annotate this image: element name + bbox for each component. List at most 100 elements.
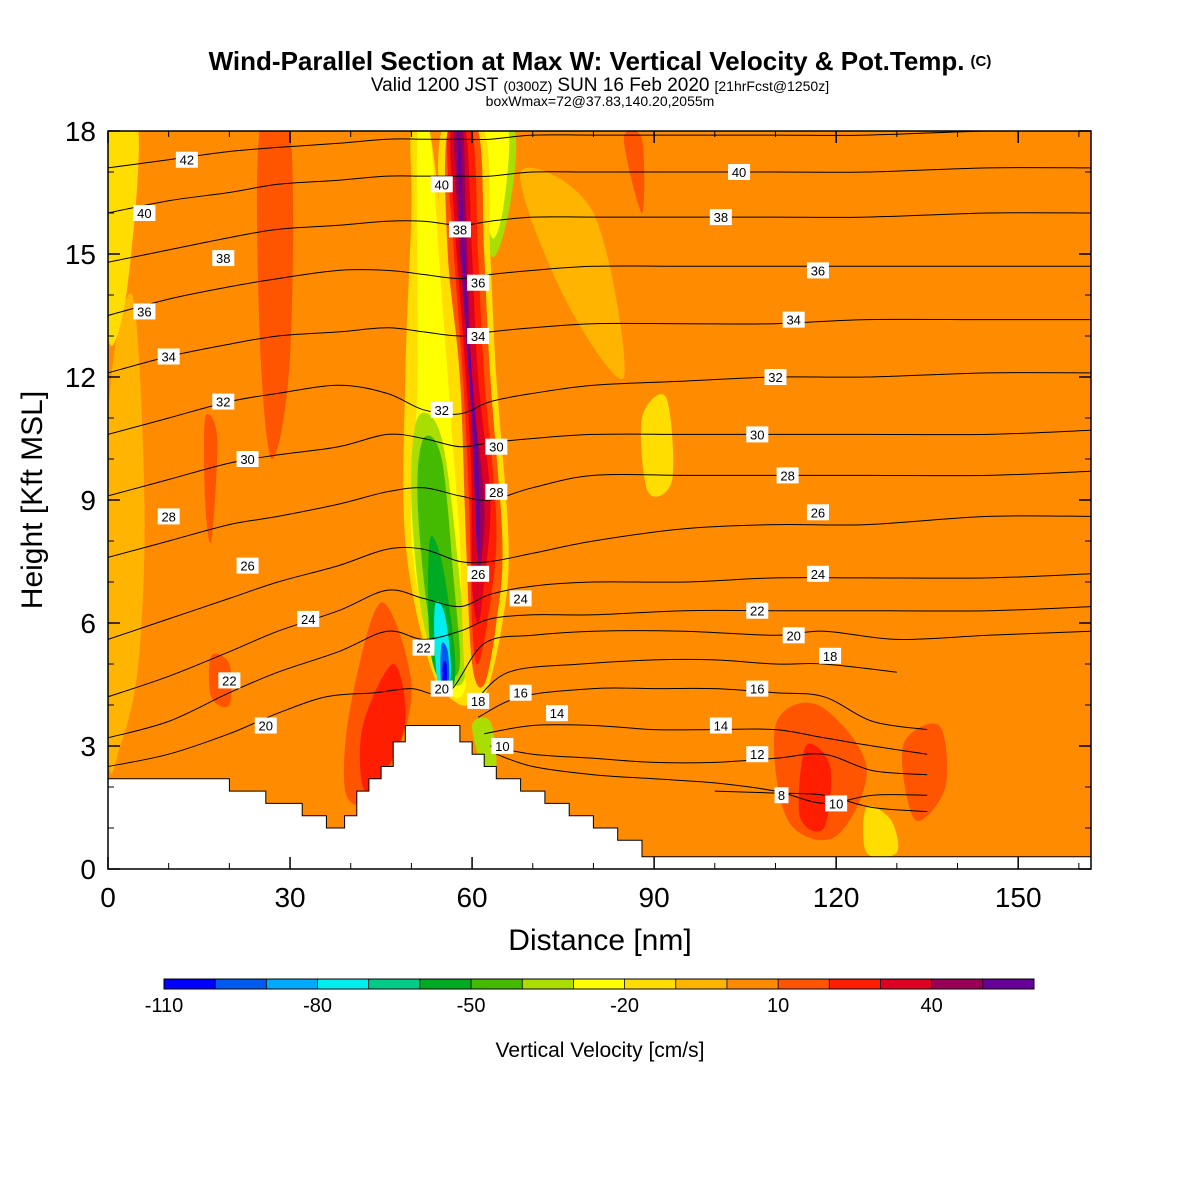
velocity-field: [108, 131, 1023, 858]
label-text: 18: [471, 694, 485, 709]
label-box: [212, 393, 235, 410]
isentrope-32: [108, 372, 1091, 435]
label-text: 32: [435, 403, 449, 418]
x-tick-label: 60: [456, 882, 487, 913]
label-box: [509, 684, 532, 701]
y-tick-label: 3: [80, 731, 96, 762]
label-text: 32: [216, 395, 230, 410]
x-tick-label: 30: [274, 882, 305, 913]
label-box: [819, 647, 842, 664]
label-text: 8: [778, 788, 785, 803]
label-box: [776, 467, 799, 484]
isentrope-label: 16: [746, 680, 769, 697]
isentrope-label: 20: [254, 717, 277, 734]
label-text: 28: [161, 509, 175, 524]
isentrope-label: 10: [825, 795, 848, 812]
colorbar-bin: [573, 979, 626, 989]
label-text: 26: [240, 559, 254, 574]
isentrope-label: 32: [212, 393, 235, 410]
velocity-region: [901, 723, 948, 821]
velocity-region: [108, 131, 139, 346]
label-box: [297, 610, 320, 627]
velocity-region: [472, 717, 497, 775]
colorbar-label: -20: [610, 995, 639, 1017]
isentrope-label: 24: [806, 565, 829, 582]
label-text: 34: [471, 329, 485, 344]
label-text: 28: [489, 485, 503, 500]
label-text: 36: [811, 263, 825, 278]
isentrope-label: 22: [746, 602, 769, 619]
isentrope-label: 22: [218, 672, 241, 689]
isentrope-label: 14: [709, 717, 732, 734]
label-box: [133, 205, 156, 221]
isentropes: [108, 131, 1091, 813]
velocity-region: [108, 293, 145, 774]
velocity-region: [359, 663, 406, 792]
y-tick-label: 15: [65, 239, 96, 270]
label-text: 38: [216, 251, 230, 266]
velocity-region: [520, 167, 625, 379]
label-text: 38: [453, 222, 467, 237]
label-box: [467, 565, 490, 582]
isentrope-label: 38: [448, 221, 471, 238]
label-box: [806, 565, 829, 582]
label-box: [212, 250, 235, 267]
label-box: [448, 221, 471, 238]
isentrope-label: 38: [709, 209, 732, 226]
label-box: [430, 680, 453, 697]
label-box: [467, 692, 490, 709]
label-text: 34: [786, 313, 800, 328]
y-tick-label: 12: [65, 362, 96, 393]
label-box: [806, 504, 829, 521]
colorbar-bin: [266, 979, 319, 989]
y-tick-label: 18: [65, 116, 96, 147]
label-box: [825, 795, 848, 812]
x-tick-label: 90: [639, 882, 670, 913]
colorbar-title: Vertical Velocity [cm/s]: [496, 1039, 705, 1062]
label-box: [133, 303, 156, 320]
label-box: [254, 717, 277, 734]
label-text: 30: [750, 427, 764, 442]
label-box: [485, 438, 508, 455]
isentrope-18: [471, 658, 897, 706]
label-text: 18: [823, 649, 837, 664]
isentrope-40: [108, 167, 1091, 214]
label-text: 20: [435, 682, 449, 697]
isentrope-label: 34: [782, 311, 805, 328]
velocity-region: [863, 805, 899, 858]
subtitle-fcst: [21hrFcst@1250z]: [714, 78, 829, 94]
isentrope-label: 20: [782, 627, 805, 644]
label-text: 38: [714, 210, 728, 225]
isentrope-38: [108, 212, 1091, 263]
label-box: [236, 557, 259, 574]
velocity-region: [203, 413, 218, 544]
label-box: [774, 787, 789, 804]
velocity-region: [682, 131, 1023, 615]
label-box: [175, 151, 198, 168]
isentrope-16: [477, 687, 928, 731]
label-box: [746, 680, 769, 697]
label-text: 10: [495, 739, 509, 754]
isentrope-label: 24: [509, 590, 532, 607]
isentrope-label: 28: [157, 508, 180, 525]
subtitle-date: SUN 16 Feb 2020: [557, 75, 709, 96]
isentrope-label: 26: [236, 557, 259, 574]
label-box: [236, 451, 259, 467]
isentrope-label: 12: [746, 746, 769, 763]
label-text: 28: [780, 468, 794, 483]
y-tick-label: 9: [80, 485, 96, 516]
colorbar-bin: [164, 979, 216, 989]
isentrope-label: 32: [764, 369, 787, 385]
isentrope-36: [108, 265, 1091, 316]
label-box: [412, 639, 435, 656]
isentrope-26: [108, 515, 1091, 640]
isentrope-label: 38: [212, 250, 235, 267]
isentrope-label: 40: [133, 205, 156, 221]
terrain: [108, 725, 1091, 869]
isentrope-label: 30: [236, 451, 259, 467]
colorbar-bin: [215, 979, 267, 989]
label-box: [746, 426, 769, 443]
title-text: Wind-Parallel Section at Max W: Vertical…: [209, 46, 965, 76]
label-text: 26: [471, 567, 485, 582]
isentrope-label: 28: [485, 483, 508, 500]
